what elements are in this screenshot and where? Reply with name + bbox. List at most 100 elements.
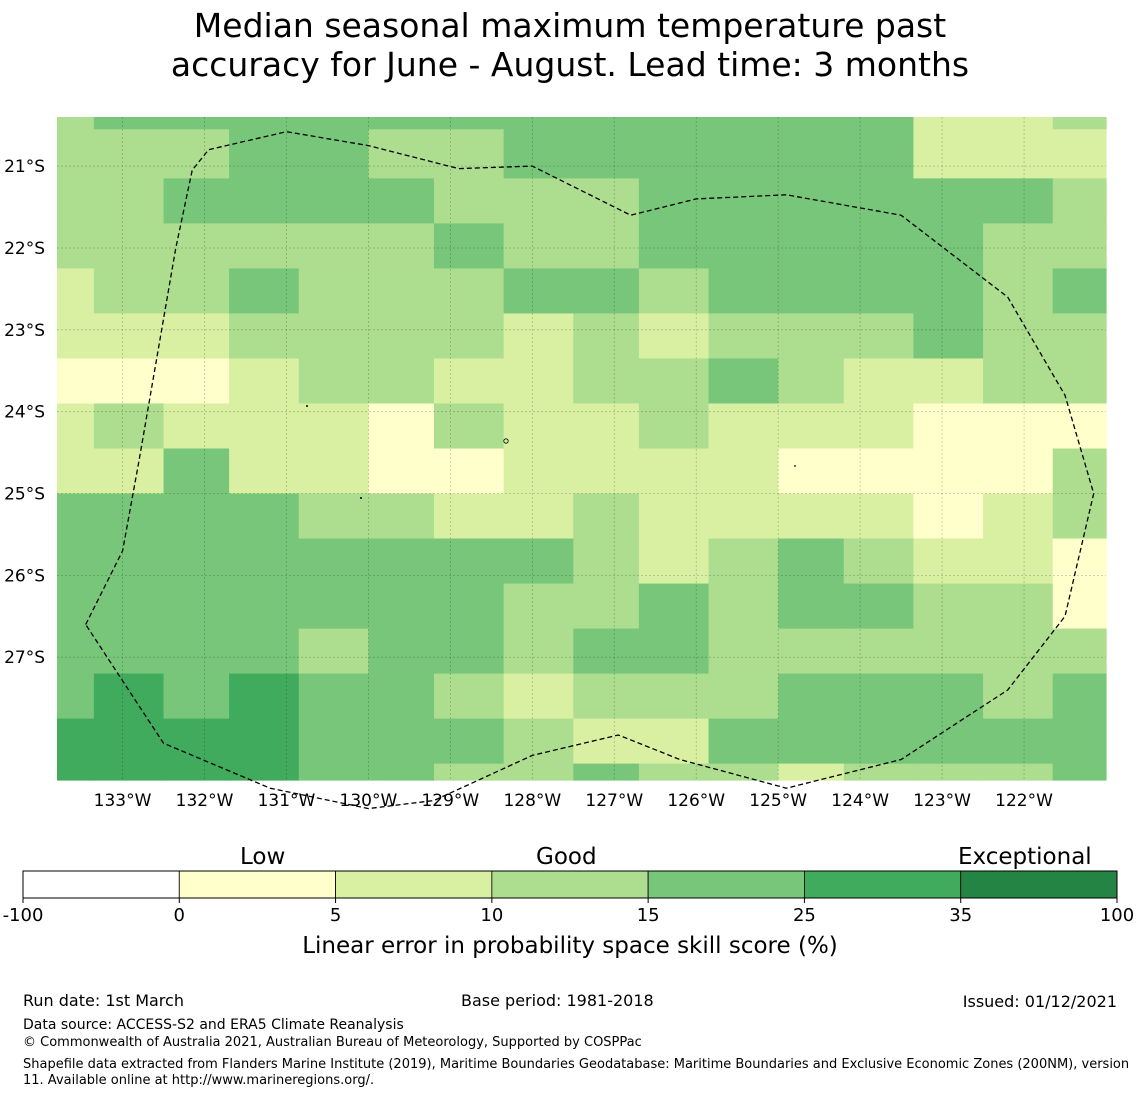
heatmap-cell (778, 313, 845, 360)
heatmap-cell (368, 358, 435, 405)
heatmap-cell (573, 538, 640, 585)
heatmap-cell (433, 223, 505, 270)
heatmap-cell (93, 268, 165, 315)
heatmap-cell (368, 583, 435, 630)
heatmap-cell (843, 268, 915, 315)
colorbar-box (491, 870, 649, 899)
heatmap-cell (57, 493, 95, 540)
heatmap-cell (913, 538, 984, 585)
heatmap-cell (778, 268, 845, 315)
y-axis-ticks: 21°S 22°S 23°S 24°S 25°S 26°S 27°S (4, 157, 45, 668)
heatmap-cell (573, 223, 640, 270)
heatmap-cell (57, 117, 95, 130)
heatmap-cell (638, 403, 710, 450)
heatmap-cell (503, 403, 574, 450)
heatmap-cell (229, 178, 300, 225)
heatmap-cell (778, 117, 845, 130)
heatmap-cell (708, 448, 779, 495)
heatmap-cell (503, 178, 574, 225)
heatmap-cell (93, 448, 165, 495)
heatmap-cell (913, 763, 984, 781)
colorbar-tick-label: -100 (3, 905, 44, 926)
heatmap-cell (229, 313, 300, 360)
heatmap-cell (778, 718, 845, 765)
x-tick-label: 122°W (995, 791, 1053, 811)
colorbar-box (647, 870, 805, 899)
heatmap-cell (368, 628, 435, 675)
heatmap-cell (503, 718, 574, 765)
y-tick-label: 25°S (4, 485, 45, 505)
x-tick-label: 133°W (94, 791, 152, 811)
heatmap-cell (298, 117, 370, 130)
heatmap-cell (57, 313, 95, 360)
heatmap-cell (843, 313, 915, 360)
heatmap-cell (778, 358, 845, 405)
heatmap-cell (368, 718, 435, 765)
heatmap-cell (368, 538, 435, 585)
colorbar-tick-label: 25 (793, 905, 816, 926)
heatmap-cell (708, 718, 779, 765)
heatmap-cell (708, 129, 779, 179)
colorbar-ticks: -100 0 5 10 15 25 35 100 (3, 898, 1134, 926)
eez-boundary-line (85, 131, 1095, 810)
heatmap-cell (503, 628, 574, 675)
heatmap-cell (229, 117, 300, 130)
heatmap-cell (57, 718, 95, 765)
heatmap-cell (983, 628, 1054, 675)
heatmap-cell (913, 178, 984, 225)
heatmap-cell (778, 673, 845, 720)
heatmap-cell (163, 763, 230, 781)
heatmap-cell (708, 763, 779, 781)
heatmap-cell (1052, 538, 1107, 585)
heatmap-cell (983, 223, 1054, 270)
heatmap-cell (708, 117, 779, 130)
heatmap-cell (368, 403, 435, 450)
heatmap-cell (913, 403, 984, 450)
heatmap-cell (708, 538, 779, 585)
y-tick-label: 27°S (4, 648, 45, 668)
heatmap-cell (638, 117, 710, 130)
heatmap-cell (93, 223, 165, 270)
heatmap-cell (843, 403, 915, 450)
island-marks (306, 405, 796, 499)
heatmap-cell (843, 763, 915, 781)
heatmap-cell (913, 313, 984, 360)
heatmap-cell (1052, 313, 1107, 360)
heatmap-cell (298, 403, 370, 450)
heatmap-cell (368, 117, 435, 130)
heatmap-cell (1052, 223, 1107, 270)
heatmap-cell (503, 358, 574, 405)
heatmap-cell (638, 223, 710, 270)
island-mark (794, 465, 796, 467)
heatmap-cell (298, 583, 370, 630)
heatmap-cell (229, 493, 300, 540)
colorbar-boxes (22, 870, 1118, 899)
x-axis-ticks: 133°W 132°W 131°W 130°W 129°W 128°W 127°W 126°W… (94, 791, 1053, 811)
heatmap-cell (708, 403, 779, 450)
heatmap-cell (93, 583, 165, 630)
heatmap-cell (433, 358, 505, 405)
heatmap-cell (913, 117, 984, 130)
heatmap-cell (573, 448, 640, 495)
heatmap-cell (983, 129, 1054, 179)
heatmap-cell (638, 493, 710, 540)
heatmap-cell (57, 448, 95, 495)
x-tick-label: 125°W (749, 791, 807, 811)
heatmap-cell (778, 129, 845, 179)
heatmap-cell (433, 673, 505, 720)
heatmap-cell (503, 448, 574, 495)
heatmap-cell (913, 268, 984, 315)
colorbar-tick-label: 100 (1100, 905, 1134, 926)
heatmap-cell (983, 673, 1054, 720)
heatmap-cell (1052, 268, 1107, 315)
heatmap-cell (57, 763, 95, 781)
heatmap-cell (638, 178, 710, 225)
heatmap-cell (913, 358, 984, 405)
heatmap-cell (368, 763, 435, 781)
x-tick-label: 126°W (667, 791, 725, 811)
heatmap-cell (638, 448, 710, 495)
heatmap-cell (433, 129, 505, 179)
chart-title: Median seasonal maximum temperature past… (0, 6, 1140, 84)
heatmap-cell (983, 718, 1054, 765)
island-mark (306, 405, 308, 407)
